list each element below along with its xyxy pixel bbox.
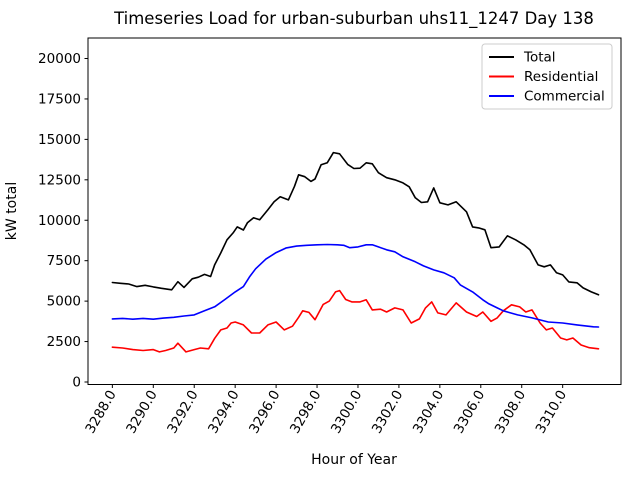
x-tick-label: 3294.0 bbox=[205, 388, 242, 437]
x-tick-label: 3292.0 bbox=[164, 388, 201, 437]
y-tick-label: 2500 bbox=[47, 334, 81, 350]
x-tick-label: 3296.0 bbox=[246, 388, 283, 437]
y-tick-label: 17500 bbox=[38, 91, 81, 107]
x-tick-label: 3308.0 bbox=[492, 388, 529, 437]
y-tick-label: 10000 bbox=[38, 213, 81, 229]
x-tick-label: 3300.0 bbox=[328, 388, 365, 437]
legend: Total Residential Commercial bbox=[481, 43, 613, 110]
plot-border bbox=[87, 37, 622, 385]
x-tick-label: 3290.0 bbox=[123, 388, 160, 437]
x-tick-label: 3298.0 bbox=[287, 388, 324, 437]
y-tick-label: 0 bbox=[72, 374, 81, 390]
x-tick-label: 3306.0 bbox=[451, 388, 488, 437]
y-tick-label: 20000 bbox=[38, 51, 81, 67]
series-line-residential bbox=[111, 289, 600, 353]
x-tick-label: 3302.0 bbox=[369, 388, 406, 437]
chart-title: Timeseries Load for urban-suburban uhs11… bbox=[113, 9, 594, 29]
y-tick-label: 7500 bbox=[47, 253, 81, 269]
series-line-total bbox=[111, 151, 600, 296]
legend-label-total: Total bbox=[523, 50, 556, 66]
legend-label-residential: Residential bbox=[524, 69, 598, 85]
legend-label-commercial: Commercial bbox=[524, 89, 605, 105]
x-tick-label: 3310.0 bbox=[533, 388, 570, 437]
y-tick-label: 15000 bbox=[38, 132, 81, 148]
legend-box bbox=[481, 43, 613, 110]
y-axis-label: kW total bbox=[4, 182, 20, 240]
x-tick-label: 3304.0 bbox=[410, 388, 447, 437]
x-axis-label: Hour of Year bbox=[311, 452, 397, 468]
series-line-commercial bbox=[111, 243, 600, 328]
y-tick-label: 5000 bbox=[47, 294, 81, 310]
y-tick-label: 12500 bbox=[38, 172, 81, 188]
x-tick-label: 3288.0 bbox=[82, 388, 119, 437]
